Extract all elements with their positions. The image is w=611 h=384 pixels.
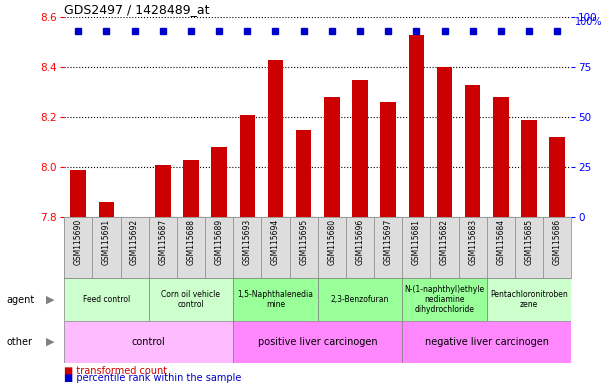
- Text: GSM115690: GSM115690: [74, 219, 82, 265]
- Bar: [233, 321, 402, 363]
- Text: GSM115680: GSM115680: [327, 219, 336, 265]
- Bar: [233, 278, 318, 321]
- Bar: [148, 278, 233, 321]
- Text: Feed control: Feed control: [83, 295, 130, 304]
- Text: control: control: [132, 337, 166, 347]
- Bar: [493, 97, 508, 217]
- Text: 1,5-Naphthalenedia
mine: 1,5-Naphthalenedia mine: [238, 290, 313, 309]
- Text: GSM115685: GSM115685: [524, 219, 533, 265]
- Text: other: other: [6, 337, 32, 347]
- Text: GSM115695: GSM115695: [299, 219, 308, 265]
- Text: GSM115681: GSM115681: [412, 219, 421, 265]
- Bar: [155, 165, 170, 217]
- Text: 100%: 100%: [576, 17, 603, 27]
- Text: GDS2497 / 1428489_at: GDS2497 / 1428489_at: [64, 3, 210, 16]
- Text: N-(1-naphthyl)ethyle
nediamine
dihydrochloride: N-(1-naphthyl)ethyle nediamine dihydroch…: [404, 285, 485, 314]
- Text: ■ percentile rank within the sample: ■ percentile rank within the sample: [64, 373, 241, 383]
- Bar: [402, 321, 571, 363]
- Bar: [296, 129, 312, 217]
- Bar: [521, 120, 537, 217]
- Bar: [437, 67, 452, 217]
- Bar: [487, 278, 571, 321]
- Text: ■ transformed count: ■ transformed count: [64, 366, 167, 376]
- Text: GSM115692: GSM115692: [130, 219, 139, 265]
- Text: GSM115696: GSM115696: [356, 219, 365, 265]
- Bar: [409, 35, 424, 217]
- Bar: [318, 278, 402, 321]
- Bar: [70, 169, 86, 217]
- Bar: [240, 114, 255, 217]
- Text: GSM115687: GSM115687: [158, 219, 167, 265]
- Bar: [465, 84, 480, 217]
- Text: 2,3-Benzofuran: 2,3-Benzofuran: [331, 295, 389, 304]
- Bar: [324, 97, 340, 217]
- Bar: [98, 202, 114, 217]
- Text: ▶: ▶: [46, 337, 54, 347]
- Text: positive liver carcinogen: positive liver carcinogen: [258, 337, 378, 347]
- Bar: [268, 60, 284, 217]
- Bar: [211, 147, 227, 217]
- Text: GSM115682: GSM115682: [440, 219, 449, 265]
- Text: negative liver carcinogen: negative liver carcinogen: [425, 337, 549, 347]
- Text: GSM115693: GSM115693: [243, 219, 252, 265]
- Bar: [381, 102, 396, 217]
- Text: GSM115688: GSM115688: [186, 219, 196, 265]
- Text: Corn oil vehicle
control: Corn oil vehicle control: [161, 290, 221, 309]
- Text: GSM115684: GSM115684: [496, 219, 505, 265]
- Text: GSM115691: GSM115691: [102, 219, 111, 265]
- Bar: [549, 137, 565, 217]
- Bar: [402, 278, 487, 321]
- Text: GSM115683: GSM115683: [468, 219, 477, 265]
- Text: agent: agent: [6, 295, 34, 305]
- Text: ▶: ▶: [46, 295, 54, 305]
- Text: GSM115697: GSM115697: [384, 219, 393, 265]
- Bar: [183, 160, 199, 217]
- Text: GSM115689: GSM115689: [214, 219, 224, 265]
- Bar: [64, 278, 148, 321]
- Bar: [352, 80, 368, 217]
- Text: GSM115686: GSM115686: [553, 219, 562, 265]
- Text: GSM115694: GSM115694: [271, 219, 280, 265]
- Bar: [64, 321, 233, 363]
- Text: Pentachloronitroben
zene: Pentachloronitroben zene: [490, 290, 568, 309]
